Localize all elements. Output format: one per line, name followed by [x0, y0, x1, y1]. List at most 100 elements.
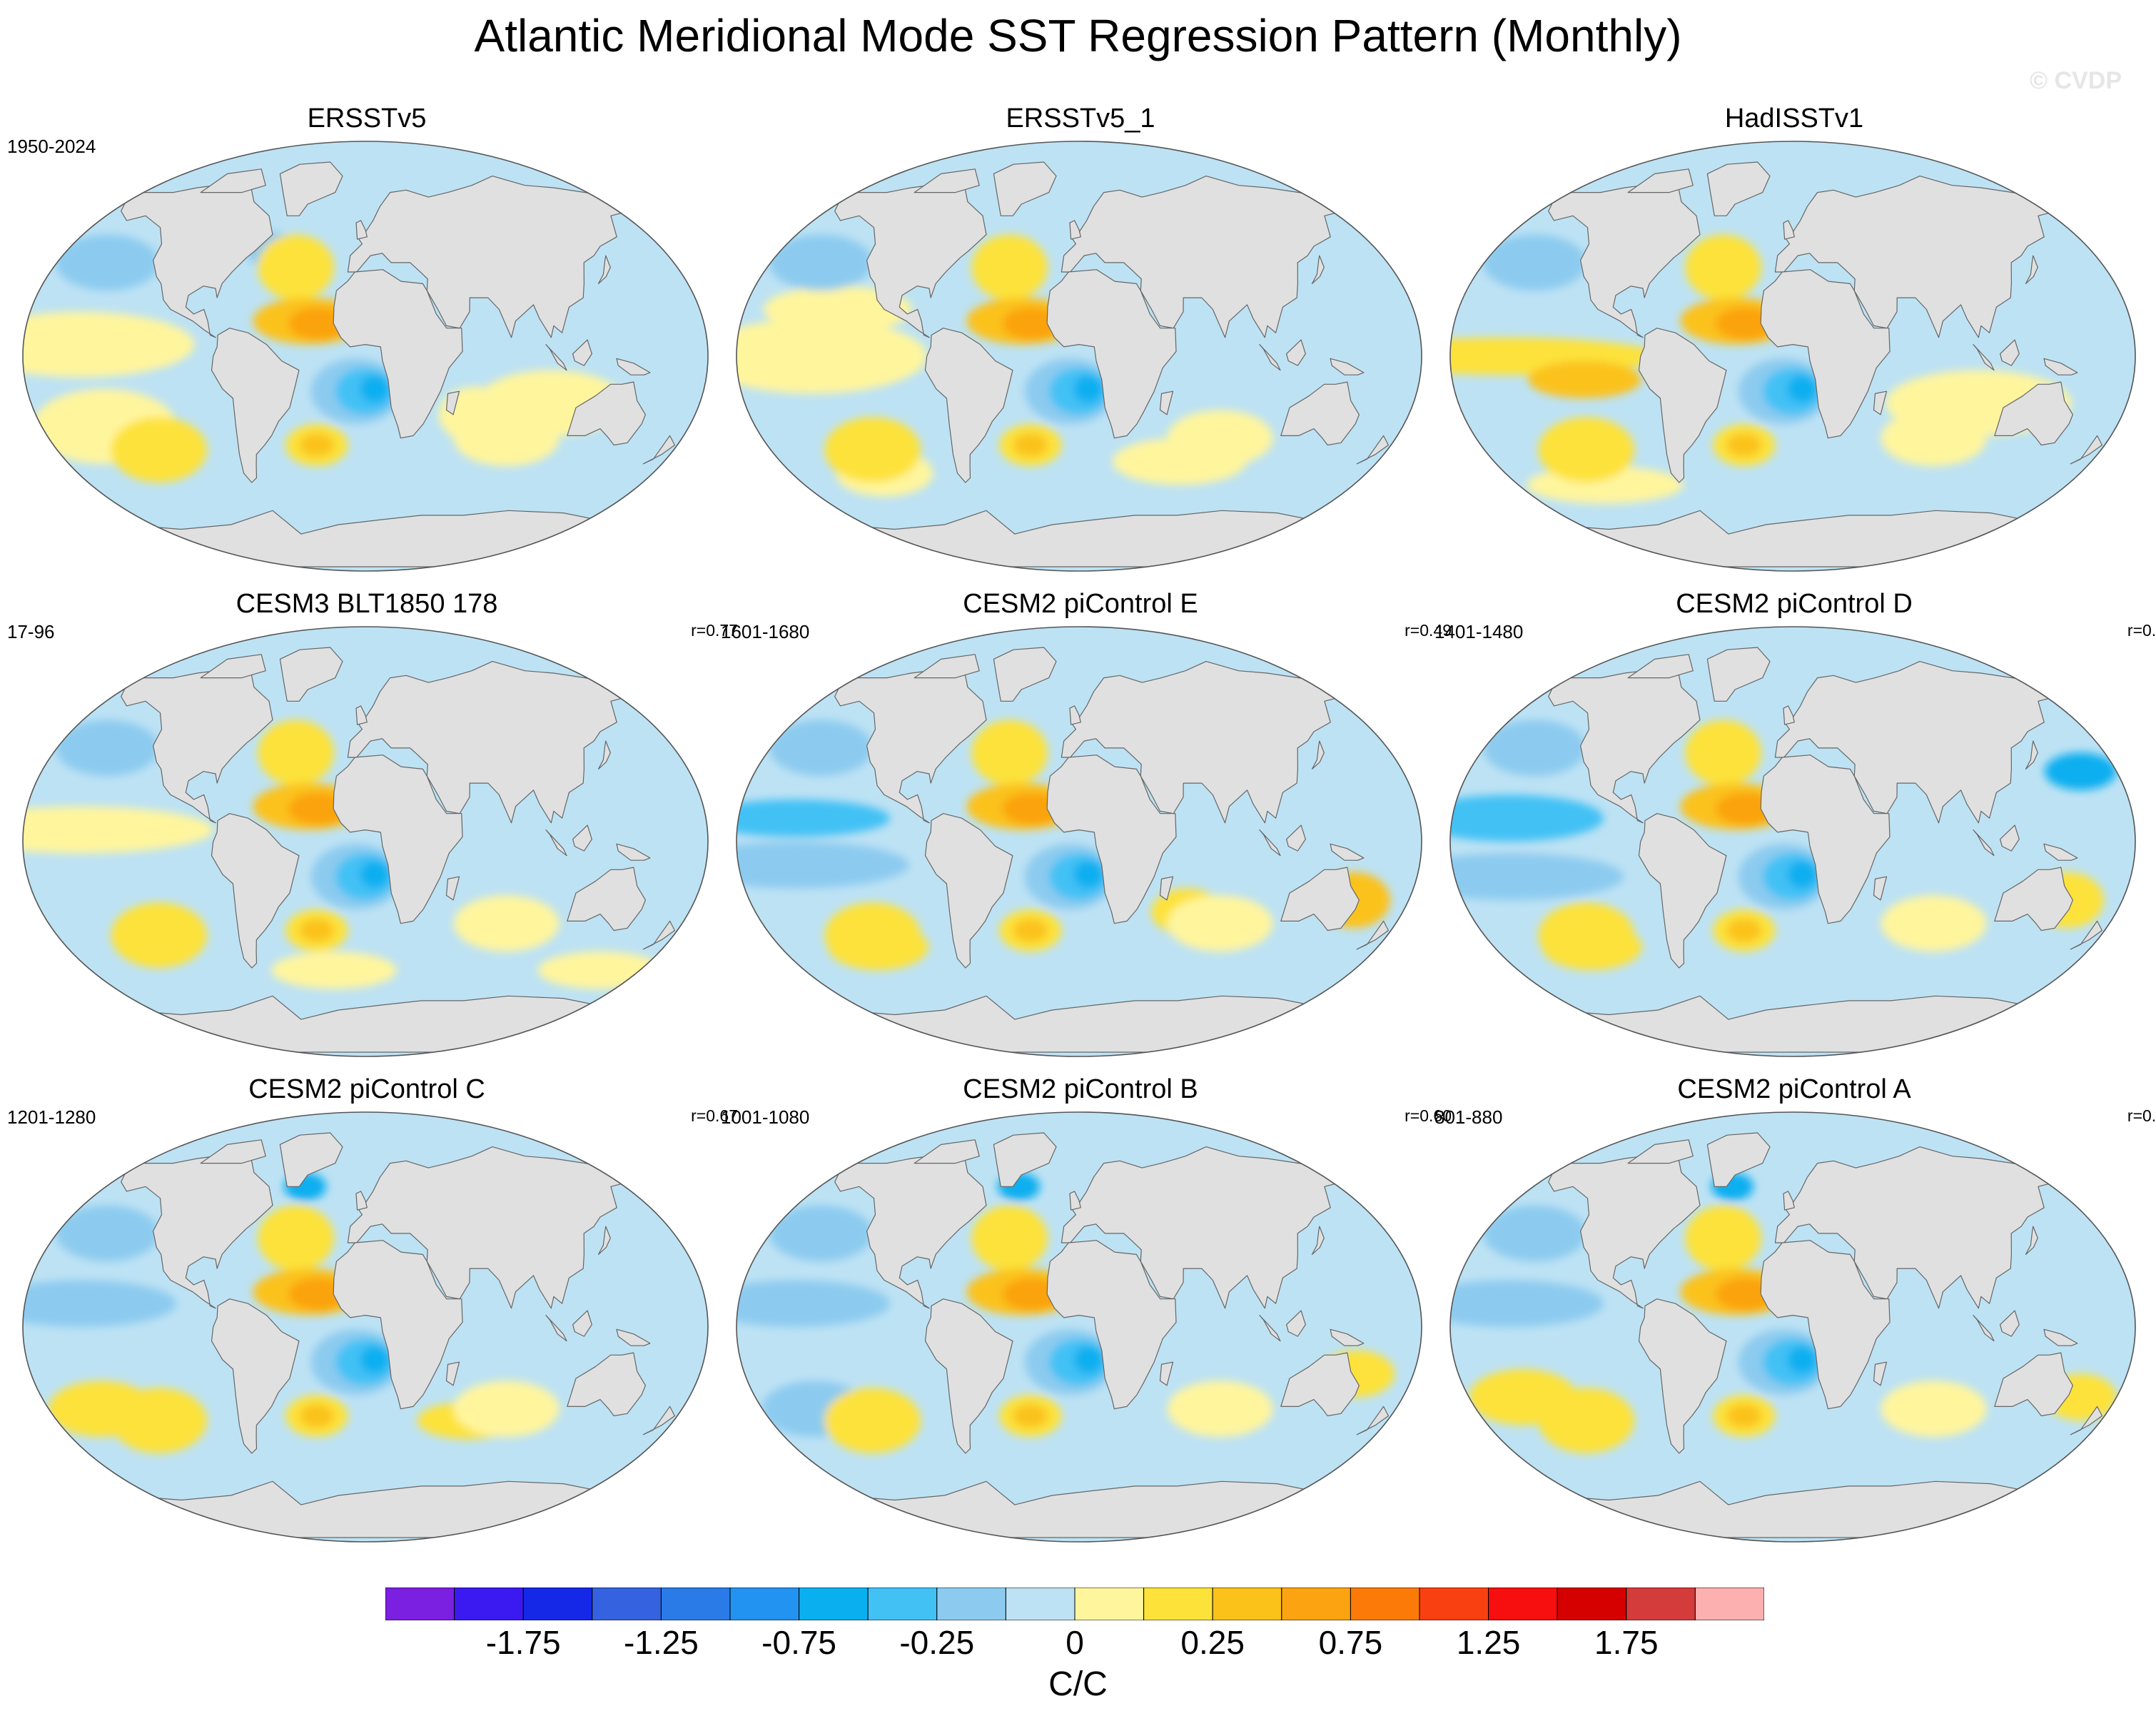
continents — [1548, 1132, 2102, 1538]
anomaly-region — [1787, 1346, 1818, 1374]
anomaly-region — [1538, 1388, 1635, 1453]
land-madagascar — [445, 876, 460, 901]
anomaly-region — [1013, 919, 1048, 942]
land-borneo — [1286, 1310, 1306, 1337]
land-greenland — [279, 647, 343, 702]
anomaly-region — [1450, 794, 1604, 842]
anomaly-region — [1073, 375, 1104, 403]
anomaly-region — [1167, 895, 1273, 952]
sst-anomaly-field — [1450, 720, 2117, 971]
panel-correlation: r=0.4 — [2127, 621, 2156, 640]
colorbar-tick-label: 1.25 — [1456, 1624, 1521, 1661]
map-panel-cesm2-picontrol-a: CESM2 piControl A 801-880 r=0.6 — [1434, 1074, 2156, 1560]
land-samerica — [211, 1298, 300, 1454]
panel-title: CESM2 piControl C — [248, 1074, 485, 1104]
land-namerica — [121, 182, 273, 338]
land-sumatra — [1259, 1315, 1281, 1342]
map-border — [22, 141, 709, 572]
land-newguinea — [2043, 1328, 2078, 1346]
anomaly-region — [299, 1404, 335, 1428]
land-greenland — [1706, 161, 1771, 216]
land-africa — [1760, 754, 1891, 924]
land-greenland — [993, 1132, 1057, 1187]
anomaly-region — [299, 433, 335, 457]
panel-period: 801-880 — [1434, 1106, 1503, 1128]
sst-regression-map — [1449, 1111, 2136, 1543]
land-madagascar — [1159, 1361, 1174, 1386]
colorbar-box — [454, 1588, 524, 1620]
land-newzealand — [1356, 1405, 1389, 1435]
anomaly-region — [56, 1205, 159, 1262]
land-newzealand — [642, 435, 675, 465]
anomaly-region — [1881, 1381, 1987, 1438]
land-madagascar — [1159, 876, 1174, 901]
colorbar-box — [660, 1588, 731, 1620]
land-borneo — [572, 339, 592, 366]
anomaly-region — [971, 1205, 1048, 1271]
colorbar-box — [1557, 1588, 1627, 1620]
anomaly-region — [1013, 433, 1048, 457]
land-samerica — [1638, 813, 1727, 969]
anomaly-region — [23, 806, 213, 854]
anomaly-region — [769, 1205, 873, 1262]
panel-title: ERSSTv5_1 — [1006, 104, 1155, 133]
land-eurasia — [1061, 176, 1343, 338]
anomaly-region — [1726, 433, 1762, 457]
continents — [834, 647, 1389, 1053]
sst-regression-map — [736, 626, 1422, 1057]
land-arctic_is — [1627, 654, 1694, 679]
sst-regression-map — [22, 141, 709, 572]
land-arctic_is — [913, 168, 980, 193]
map-panel-cesm2-picontrol-b: CESM2 piControl B 1001-1080 r=0.60 — [721, 1074, 1452, 1560]
land-samerica — [211, 328, 300, 483]
anomaly-region — [824, 417, 921, 483]
anomaly-region — [453, 1381, 560, 1438]
colorbar-tick-label: 0.25 — [1180, 1624, 1245, 1661]
land-japan — [2025, 740, 2038, 769]
colorbar — [385, 1588, 1764, 1620]
land-eurasia — [347, 176, 629, 338]
land-borneo — [2000, 824, 2020, 852]
anomaly-region — [453, 410, 560, 467]
land-newzealand — [1356, 435, 1389, 465]
anomaly-region — [1538, 417, 1635, 483]
land-japan — [597, 740, 611, 769]
land-newguinea — [616, 843, 651, 861]
sst-regression-map — [22, 626, 709, 1057]
anomaly-region — [23, 1280, 176, 1328]
anomaly-region — [769, 720, 873, 777]
land-greenland — [1706, 1132, 1771, 1187]
anomaly-region — [1685, 1205, 1762, 1271]
land-borneo — [2000, 339, 2020, 366]
land-uk — [1783, 1191, 1795, 1211]
land-sumatra — [1259, 344, 1281, 371]
land-newguinea — [1330, 843, 1365, 861]
land-africa — [333, 269, 463, 439]
panel-title: CESM2 piControl E — [963, 589, 1198, 619]
anomaly-region — [1450, 1280, 1604, 1328]
anomaly-region — [971, 234, 1048, 301]
anomaly-region — [1483, 234, 1586, 291]
colorbar-tick-label: -1.25 — [623, 1624, 699, 1661]
land-uk — [355, 220, 368, 240]
land-arctic_is — [913, 654, 980, 679]
panel-title: HadISSTv1 — [1724, 104, 1864, 133]
land-madagascar — [445, 1361, 460, 1386]
anomaly-region — [737, 318, 927, 394]
land-newguinea — [1330, 1328, 1365, 1346]
land-eurasia — [1774, 176, 2057, 338]
panel-period: 1201-1280 — [7, 1106, 96, 1128]
land-uk — [1069, 220, 1081, 240]
land-greenland — [993, 161, 1057, 216]
colorbar-box — [1694, 1588, 1764, 1620]
anomaly-region — [1787, 375, 1818, 403]
land-borneo — [1286, 824, 1306, 852]
land-africa — [333, 754, 463, 924]
anomaly-region — [258, 1205, 335, 1271]
sst-regression-map — [736, 141, 1422, 572]
sst-anomaly-field — [737, 1172, 1395, 1453]
colorbar-box — [1281, 1588, 1351, 1620]
panel-correlation: r=0.77 — [691, 621, 738, 640]
land-borneo — [2000, 1310, 2020, 1337]
map-border — [1449, 141, 2136, 572]
